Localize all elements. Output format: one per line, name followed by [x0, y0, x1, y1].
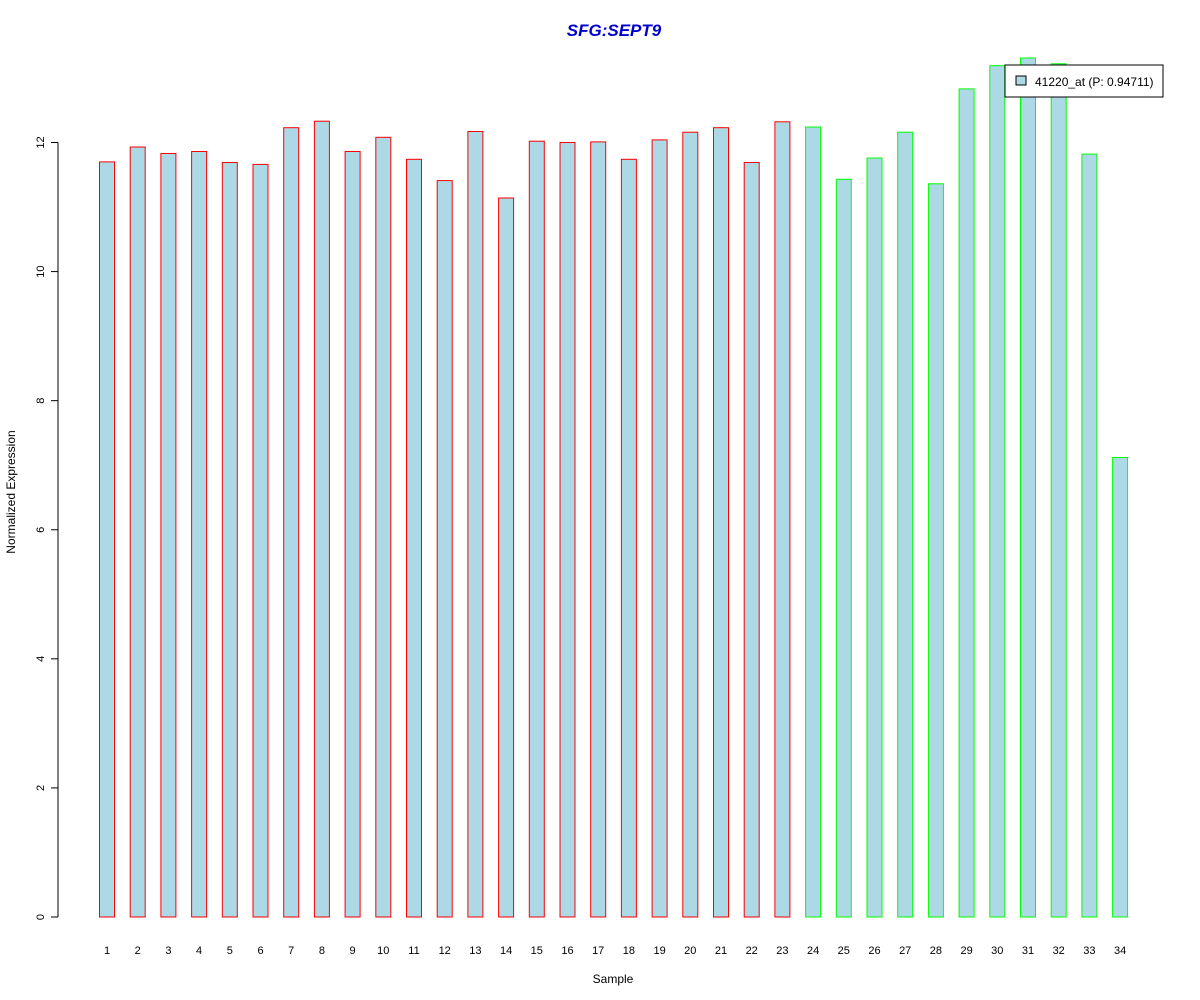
- y-tick-label: 10: [35, 265, 47, 277]
- bar-sample-1: [99, 161, 115, 918]
- y-tick-label: 8: [35, 398, 47, 404]
- bar-sample-19: [651, 139, 668, 918]
- bar-sample-10: [375, 136, 392, 918]
- bar-sample-3: [160, 153, 177, 918]
- x-tick-label: 4: [196, 945, 202, 957]
- legend-swatch: [1015, 75, 1027, 86]
- x-tick-label: 33: [1083, 945, 1095, 957]
- x-tick-label: 18: [623, 945, 635, 957]
- bar-sample-9: [344, 151, 361, 918]
- y-axis: 0 2 4 6 8 10 12: [35, 136, 59, 920]
- bar-sample-26: [866, 157, 883, 918]
- x-tick-label: 24: [807, 945, 819, 957]
- bar-sample-25: [835, 178, 852, 918]
- bar-sample-32: [1050, 63, 1067, 918]
- x-tick-label: 8: [319, 945, 325, 957]
- bar-sample-27: [897, 131, 914, 918]
- bar-sample-13: [467, 131, 484, 918]
- y-tick-label: 0: [35, 914, 47, 920]
- x-axis-tick-labels: 1 2 3 4 5 6 7 8 9 10 11 12 13 14 15 16 17 18 19 20 21 22 23 24 2…: [104, 945, 1126, 957]
- legend: 41220_at (P: 0.94711): [1004, 64, 1164, 98]
- x-axis-label: Sample: [593, 972, 634, 986]
- bar-sample-4: [191, 151, 208, 918]
- y-tick-label: 6: [35, 527, 47, 533]
- x-tick-label: 9: [350, 945, 356, 957]
- bar-sample-15: [528, 140, 545, 918]
- bar-sample-29: [958, 88, 975, 918]
- x-tick-label: 16: [561, 945, 573, 957]
- x-tick-label: 3: [165, 945, 171, 957]
- bar-sample-18: [620, 158, 637, 918]
- x-tick-label: 32: [1053, 945, 1065, 957]
- x-tick-label: 22: [746, 945, 758, 957]
- x-tick-label: 10: [377, 945, 389, 957]
- bar-sample-28: [927, 183, 944, 918]
- x-tick-label: 20: [684, 945, 696, 957]
- x-tick-label: 12: [439, 945, 451, 957]
- legend-box: [1004, 64, 1164, 98]
- x-tick-label: 28: [930, 945, 942, 957]
- x-tick-label: 21: [715, 945, 727, 957]
- x-tick-label: 6: [257, 945, 263, 957]
- bar-sample-17: [590, 141, 607, 918]
- y-tick-label: 2: [35, 785, 47, 791]
- bar-sample-23: [774, 121, 791, 918]
- x-tick-label: 14: [500, 945, 512, 957]
- bar-sample-16: [559, 142, 576, 918]
- bar-sample-24: [805, 126, 822, 918]
- x-tick-label: 13: [469, 945, 481, 957]
- x-tick-label: 26: [868, 945, 880, 957]
- x-tick-label: 19: [653, 945, 665, 957]
- bar-sample-30: [989, 65, 1006, 918]
- x-tick-label: 29: [960, 945, 972, 957]
- x-tick-label: 15: [531, 945, 543, 957]
- bar-sample-11: [406, 158, 422, 918]
- bars: [99, 57, 1129, 918]
- bar-sample-6: [252, 163, 269, 918]
- x-tick-label: 7: [288, 945, 294, 957]
- bar-sample-12: [436, 180, 453, 918]
- bar-sample-20: [682, 131, 699, 918]
- bar-sample-22: [743, 162, 760, 918]
- bar-sample-5: [221, 162, 238, 918]
- bar-sample-14: [498, 197, 515, 918]
- x-tick-label: 17: [592, 945, 604, 957]
- bar-sample-34: [1112, 457, 1129, 918]
- bar-sample-31: [1020, 57, 1036, 918]
- x-tick-label: 5: [227, 945, 233, 957]
- x-tick-label: 27: [899, 945, 911, 957]
- x-tick-label: 30: [991, 945, 1003, 957]
- y-tick-label: 4: [35, 656, 47, 662]
- bar-sample-2: [129, 146, 146, 918]
- y-axis-label: Normalized Expression: [4, 430, 18, 553]
- bar-sample-33: [1081, 153, 1098, 918]
- bar-sample-7: [283, 127, 300, 918]
- x-tick-label: 1: [104, 945, 110, 957]
- chart-title: SFG:SEPT9: [567, 21, 662, 40]
- x-tick-label: 23: [776, 945, 788, 957]
- x-tick-label: 34: [1114, 945, 1126, 957]
- bar-sample-21: [713, 127, 729, 918]
- x-tick-label: 11: [408, 945, 419, 957]
- x-tick-label: 25: [838, 945, 850, 957]
- x-tick-label: 2: [135, 945, 141, 957]
- bar-sample-8: [313, 120, 330, 918]
- x-tick-label: 31: [1022, 945, 1034, 957]
- y-tick-label: 12: [35, 136, 47, 148]
- legend-label: 41220_at (P: 0.94711): [1035, 75, 1154, 89]
